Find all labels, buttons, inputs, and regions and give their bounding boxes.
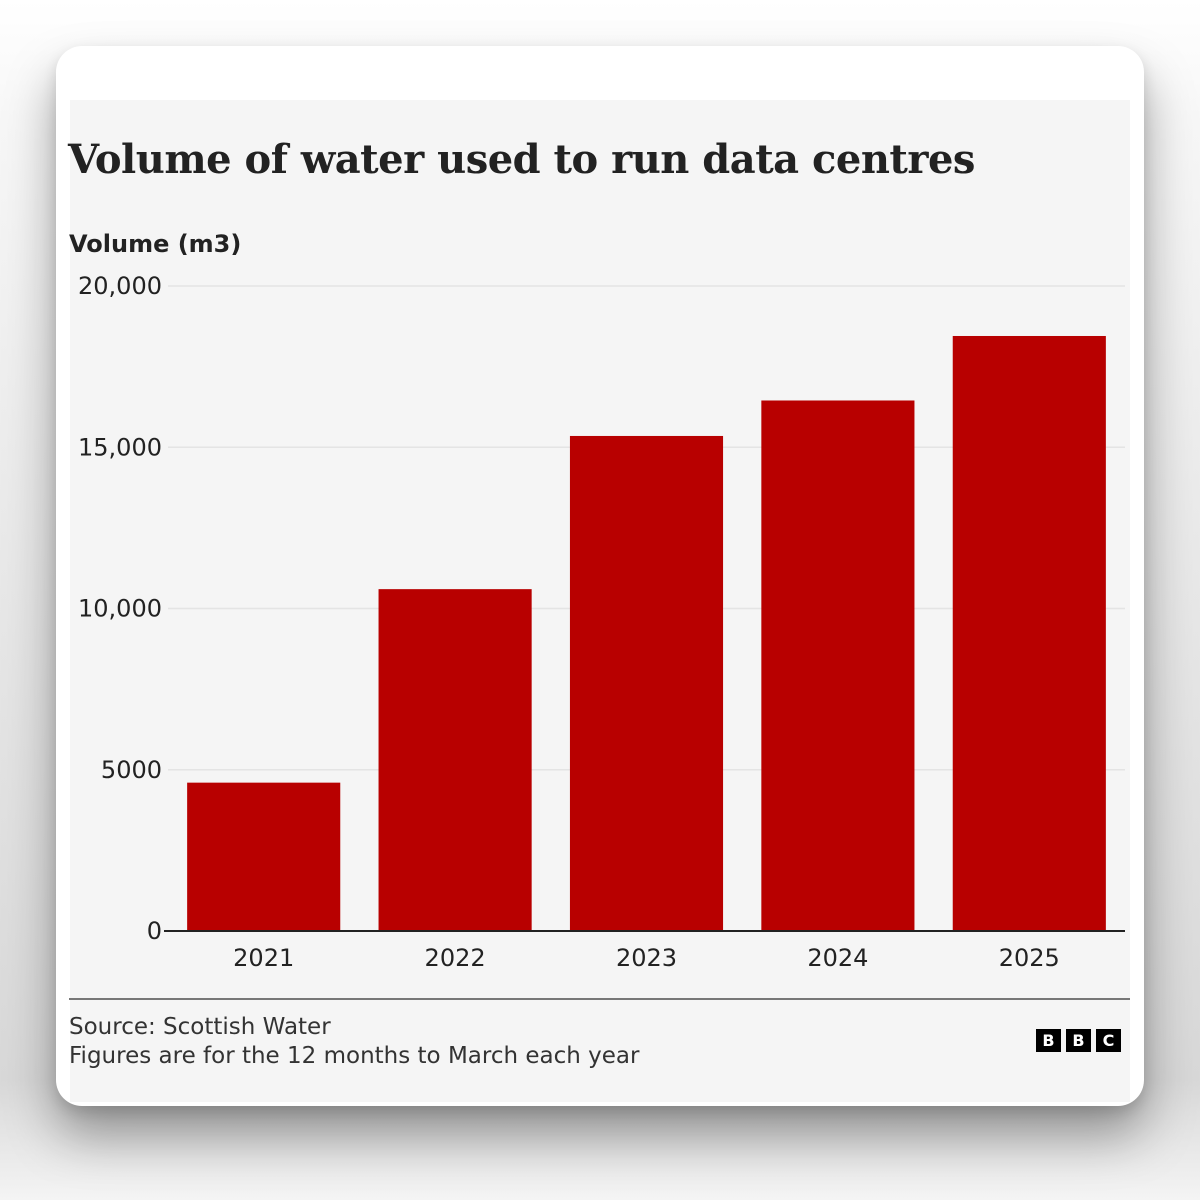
note-text: Figures are for the 12 months to March e…	[69, 1043, 640, 1069]
bar-2024	[761, 400, 915, 931]
y-axis-label: Volume (m3)	[69, 230, 242, 258]
bar-2023	[569, 435, 724, 931]
source-text: Source: Scottish Water	[69, 1014, 331, 1040]
y-tick-label: 10,000	[78, 595, 162, 623]
footer-notes: Source: Scottish Water Figures are for t…	[69, 1013, 639, 1071]
bbc-logo-letter: B	[1066, 1029, 1091, 1052]
footer-divider	[69, 998, 1130, 1000]
x-tick-label: 2025	[999, 944, 1060, 972]
bbc-logo-letter: B	[1036, 1029, 1061, 1052]
y-tick-label: 20,000	[78, 272, 162, 300]
x-tick-label: 2024	[807, 944, 868, 972]
bar-2022	[378, 589, 532, 931]
x-tick-label: 2021	[233, 944, 294, 972]
bar-2021	[187, 782, 341, 931]
bbc-logo-letter: C	[1096, 1029, 1121, 1052]
bbc-logo: B B C	[1036, 1029, 1121, 1052]
y-tick-label: 0	[147, 917, 162, 945]
bar-2025	[952, 335, 1106, 931]
x-tick-label: 2023	[616, 944, 677, 972]
chart-title: Volume of water used to run data centres	[68, 136, 975, 183]
y-tick-label: 15,000	[78, 433, 162, 461]
y-tick-label: 5000	[101, 756, 162, 784]
x-tick-label: 2022	[425, 944, 486, 972]
